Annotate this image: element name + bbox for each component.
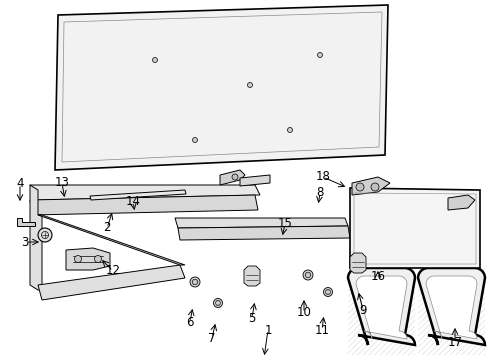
Text: 17: 17 (447, 336, 462, 348)
Circle shape (370, 183, 378, 191)
Polygon shape (447, 195, 474, 210)
Polygon shape (349, 188, 479, 268)
Circle shape (317, 53, 322, 58)
Polygon shape (175, 218, 347, 228)
Polygon shape (38, 215, 184, 265)
Circle shape (287, 127, 292, 132)
Text: 4: 4 (16, 177, 24, 190)
Text: 1: 1 (264, 324, 271, 337)
Polygon shape (240, 175, 269, 186)
Text: 10: 10 (296, 306, 311, 320)
Circle shape (323, 288, 332, 297)
Text: 3: 3 (21, 235, 29, 248)
Circle shape (303, 270, 312, 280)
Polygon shape (349, 253, 365, 273)
Circle shape (74, 256, 81, 262)
Circle shape (190, 277, 200, 287)
Polygon shape (90, 190, 185, 200)
Polygon shape (178, 226, 349, 240)
Polygon shape (355, 276, 406, 339)
Polygon shape (30, 185, 42, 290)
Polygon shape (347, 268, 414, 345)
Circle shape (192, 138, 197, 143)
Polygon shape (351, 177, 389, 195)
Text: 16: 16 (370, 270, 385, 283)
Polygon shape (244, 266, 260, 286)
Polygon shape (38, 265, 184, 300)
Circle shape (247, 82, 252, 87)
Text: 5: 5 (248, 311, 255, 324)
Polygon shape (30, 185, 260, 200)
Text: 12: 12 (105, 265, 120, 278)
Text: 6: 6 (186, 315, 193, 328)
Text: 9: 9 (359, 303, 366, 316)
Circle shape (213, 298, 222, 307)
Text: 7: 7 (208, 332, 215, 345)
Circle shape (94, 256, 102, 262)
Polygon shape (66, 248, 110, 270)
Text: 8: 8 (316, 186, 323, 199)
Circle shape (355, 183, 363, 191)
Polygon shape (17, 218, 35, 226)
Circle shape (38, 228, 52, 242)
Text: 11: 11 (314, 324, 329, 337)
Polygon shape (55, 5, 387, 170)
Polygon shape (417, 268, 484, 345)
Text: 14: 14 (125, 195, 140, 208)
Text: 18: 18 (315, 171, 330, 184)
Circle shape (152, 58, 157, 63)
Text: 13: 13 (55, 176, 69, 189)
Circle shape (231, 174, 238, 180)
Polygon shape (220, 170, 244, 185)
Polygon shape (30, 195, 258, 215)
Polygon shape (425, 276, 476, 339)
Text: 2: 2 (103, 221, 110, 234)
Text: 15: 15 (277, 217, 292, 230)
